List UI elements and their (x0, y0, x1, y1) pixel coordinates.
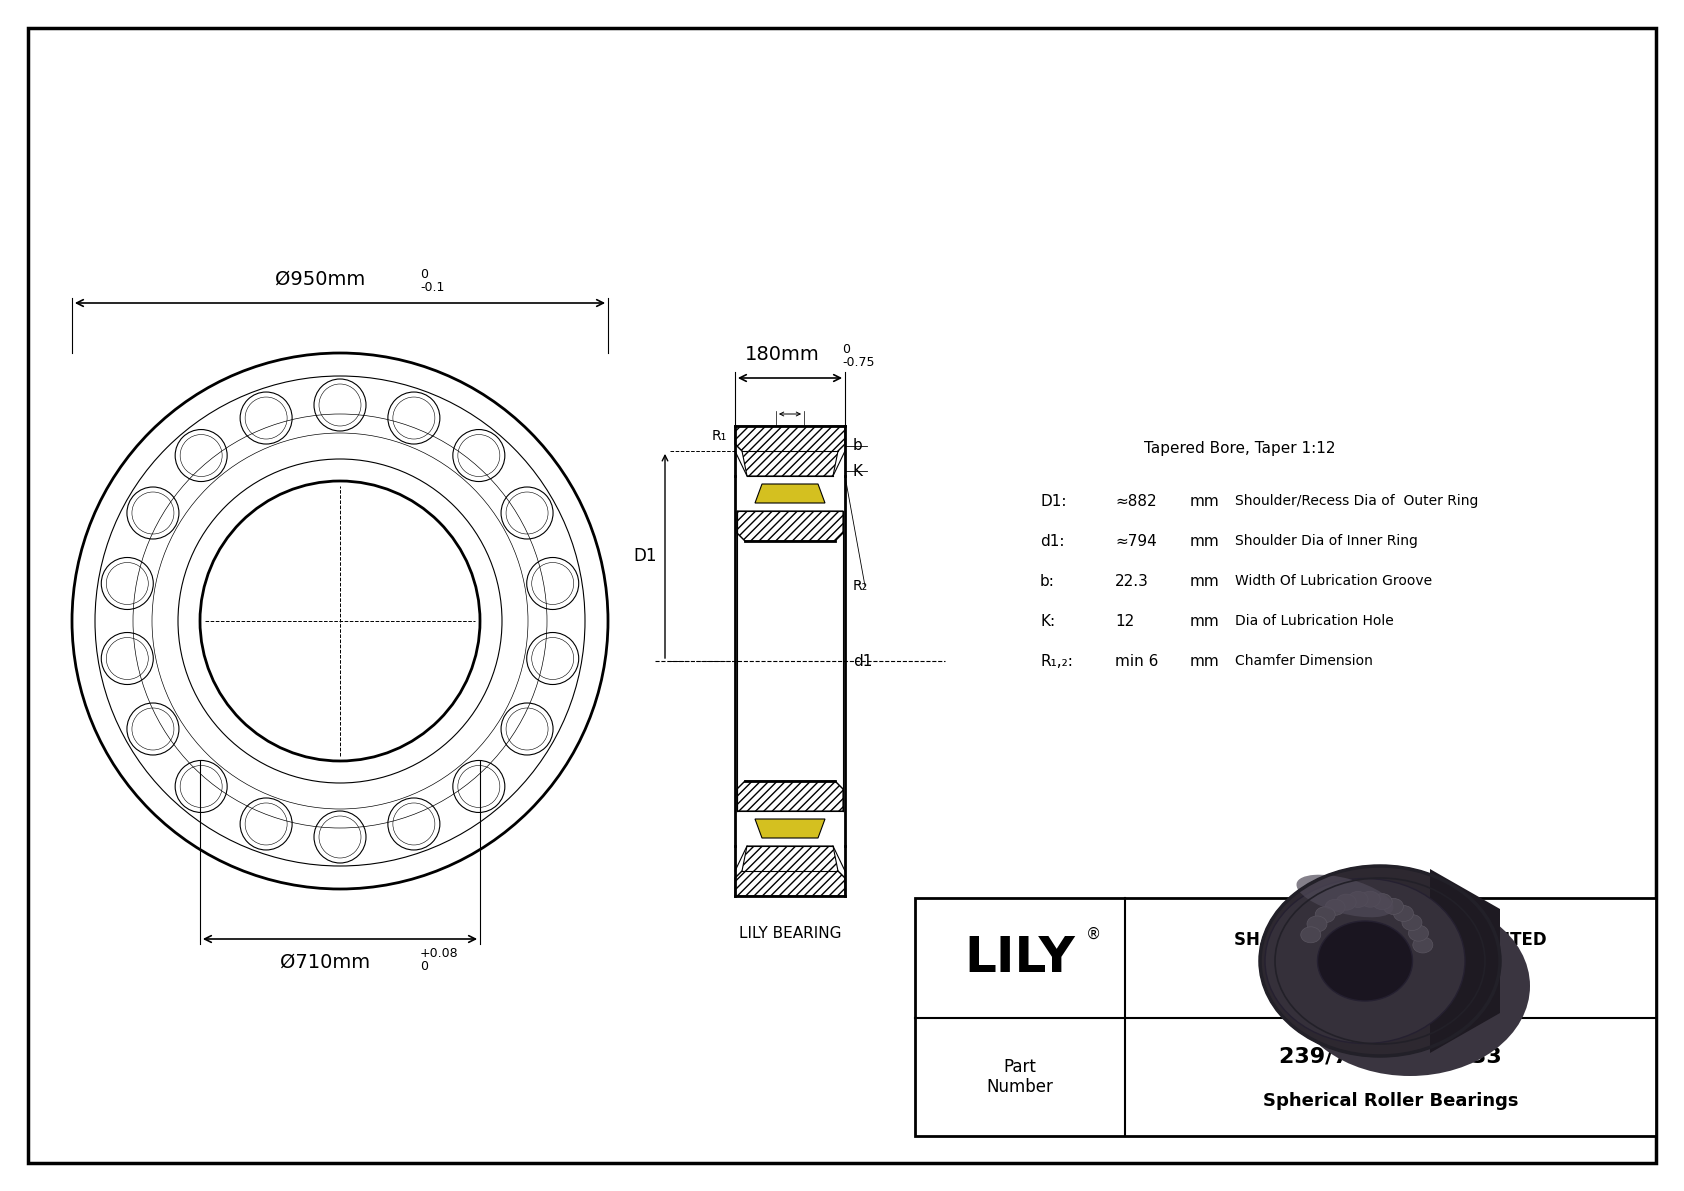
Ellipse shape (1315, 906, 1335, 923)
Text: Shoulder/Recess Dia of  Outer Ring: Shoulder/Recess Dia of Outer Ring (1234, 494, 1479, 509)
Text: ®: ® (1086, 927, 1101, 942)
Text: R₁,₂:: R₁,₂: (1041, 654, 1073, 669)
Text: ≈882: ≈882 (1115, 494, 1157, 509)
Ellipse shape (1403, 915, 1421, 930)
Text: Ø950mm: Ø950mm (274, 270, 365, 289)
Ellipse shape (1317, 921, 1413, 1000)
Ellipse shape (1297, 874, 1393, 917)
Text: D1:: D1: (1041, 494, 1066, 509)
Text: Spherical Roller Bearings: Spherical Roller Bearings (1263, 1092, 1519, 1110)
Ellipse shape (1408, 925, 1428, 941)
Text: min 6: min 6 (1115, 654, 1159, 669)
Text: -0.75: -0.75 (842, 356, 874, 369)
Text: Width Of Lubrication Groove: Width Of Lubrication Groove (1234, 574, 1431, 588)
Text: LILY BEARING: LILY BEARING (739, 925, 842, 941)
Text: R₁: R₁ (712, 429, 727, 443)
Polygon shape (734, 846, 845, 896)
Text: LILY: LILY (965, 934, 1076, 983)
Text: K: K (854, 463, 862, 479)
Polygon shape (738, 511, 844, 541)
Polygon shape (754, 819, 825, 838)
Ellipse shape (1372, 893, 1393, 910)
Text: -0.1: -0.1 (419, 281, 445, 294)
Text: mm: mm (1191, 654, 1219, 669)
Ellipse shape (1325, 899, 1346, 916)
Text: +0.08: +0.08 (419, 947, 458, 960)
Text: d1: d1 (854, 654, 872, 668)
Text: Part
Number: Part Number (987, 1058, 1054, 1097)
Text: 180mm: 180mm (744, 345, 820, 364)
Polygon shape (1430, 869, 1500, 1053)
Text: SHANGHAI LILY BEARING LIMITED: SHANGHAI LILY BEARING LIMITED (1234, 931, 1548, 949)
Text: D1: D1 (633, 547, 657, 565)
Ellipse shape (1349, 891, 1367, 908)
Text: mm: mm (1191, 574, 1219, 590)
Text: 12: 12 (1115, 615, 1135, 629)
Text: Ø710mm: Ø710mm (280, 953, 370, 972)
Polygon shape (734, 426, 845, 476)
Polygon shape (738, 781, 844, 811)
Text: mm: mm (1191, 615, 1219, 629)
Text: mm: mm (1191, 534, 1219, 549)
Text: R₂: R₂ (854, 579, 869, 593)
Text: 22.3: 22.3 (1115, 574, 1148, 590)
Text: b:: b: (1041, 574, 1054, 590)
Text: b: b (854, 438, 862, 454)
Ellipse shape (1384, 898, 1403, 915)
Text: Shoulder Dia of Inner Ring: Shoulder Dia of Inner Ring (1234, 534, 1418, 548)
Text: 0: 0 (419, 268, 428, 281)
Text: 239/710 CAK/W33: 239/710 CAK/W33 (1280, 1047, 1502, 1067)
Polygon shape (754, 484, 825, 503)
Ellipse shape (1260, 866, 1500, 1056)
Ellipse shape (1361, 891, 1381, 908)
Text: d1:: d1: (1041, 534, 1064, 549)
Ellipse shape (1290, 896, 1531, 1075)
Text: Dia of Lubrication Hole: Dia of Lubrication Hole (1234, 615, 1394, 628)
Text: Email: lilybearing@lily-bearing.com: Email: lilybearing@lily-bearing.com (1268, 975, 1514, 989)
Text: Tapered Bore, Taper 1:12: Tapered Bore, Taper 1:12 (1143, 441, 1335, 456)
Text: 0: 0 (419, 960, 428, 973)
Text: ≈794: ≈794 (1115, 534, 1157, 549)
Bar (914, 898, 1655, 1136)
Text: 0: 0 (842, 343, 850, 356)
Ellipse shape (1300, 927, 1320, 943)
Text: Chamfer Dimension: Chamfer Dimension (1234, 654, 1372, 668)
Ellipse shape (1413, 937, 1433, 953)
Text: K:: K: (1041, 615, 1056, 629)
Ellipse shape (1265, 879, 1465, 1043)
Text: mm: mm (1191, 494, 1219, 509)
Ellipse shape (1393, 905, 1413, 922)
Ellipse shape (1307, 916, 1327, 933)
Ellipse shape (1335, 894, 1356, 910)
